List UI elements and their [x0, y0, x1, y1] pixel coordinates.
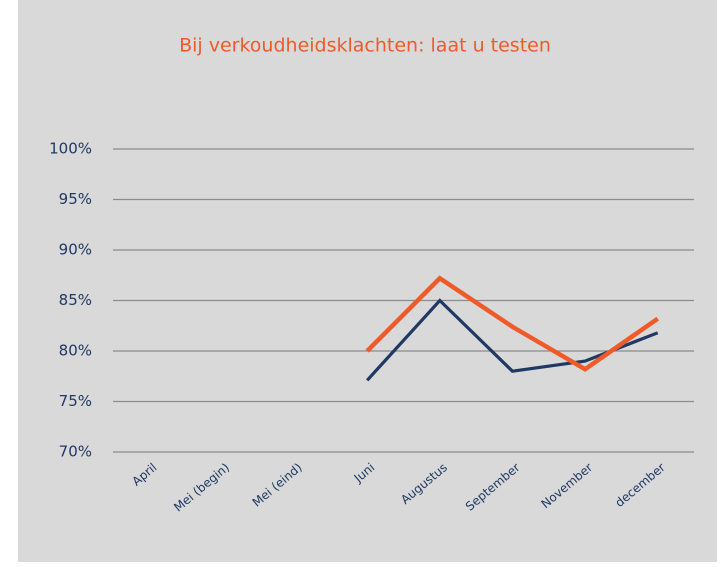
y-tick-label: 85% [59, 291, 92, 309]
chart-background [18, 0, 717, 562]
y-tick-label: 100% [49, 140, 92, 158]
y-tick-label: 90% [59, 241, 92, 259]
chart-title: Bij verkoudheidsklachten: laat u testen [179, 35, 551, 57]
y-tick-label: 95% [59, 190, 92, 208]
y-tick-label: 70% [59, 443, 92, 461]
y-tick-label: 80% [59, 342, 92, 360]
series-line [365, 275, 659, 372]
y-tick-label: 75% [59, 392, 92, 410]
